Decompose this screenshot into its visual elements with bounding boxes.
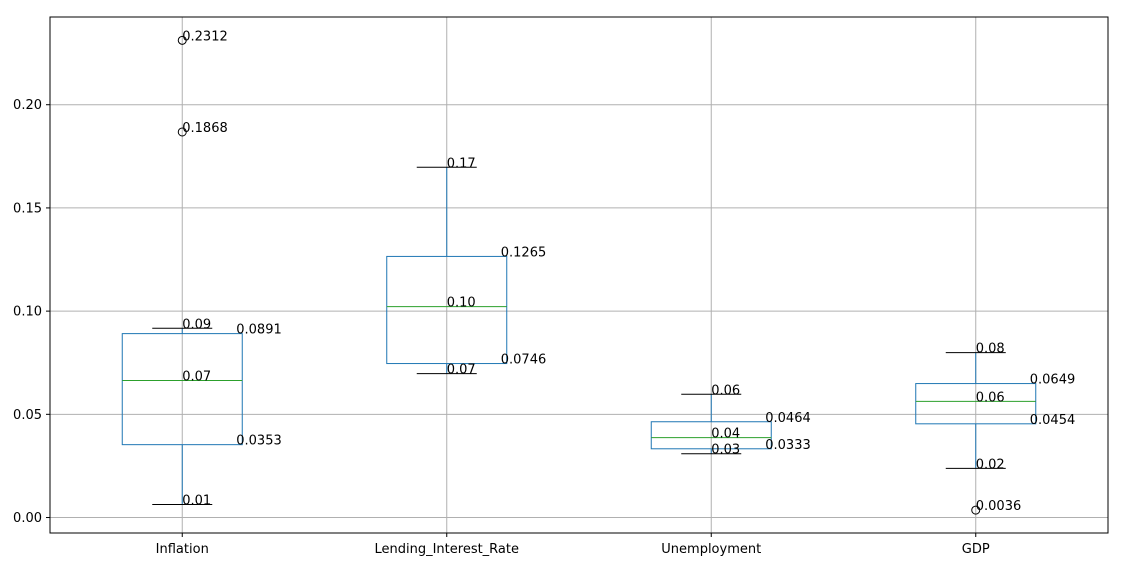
x-tick-label: Lending_Interest_Rate <box>374 542 519 557</box>
value-annotation: 0.17 <box>447 156 476 171</box>
value-annotation: 0.0353 <box>236 434 282 449</box>
value-annotation: 0.1868 <box>182 121 228 136</box>
value-annotation: 0.2312 <box>182 29 228 44</box>
y-tick-label: 0.05 <box>13 408 42 423</box>
y-tick-label: 0.15 <box>13 201 42 216</box>
value-annotation: 0.08 <box>976 342 1005 357</box>
value-annotation: 0.0649 <box>1030 373 1076 388</box>
box-group-lending-interest-rate <box>386 166 508 375</box>
value-annotation: 0.0746 <box>501 353 547 368</box>
plot-frame <box>49 16 1109 534</box>
value-annotation: 0.06 <box>711 383 740 398</box>
box-group-unemployment <box>650 393 772 455</box>
value-annotation: 0.0036 <box>976 499 1022 514</box>
value-annotation: 0.07 <box>447 363 476 378</box>
x-tick-label: GDP <box>962 542 990 557</box>
value-annotation: 0.0464 <box>765 411 811 426</box>
value-annotation: 0.0891 <box>236 323 282 338</box>
box-group-inflation <box>121 35 243 506</box>
value-annotation: 0.01 <box>182 494 211 509</box>
box <box>386 255 508 365</box>
axes-layer: 0.00 0.05 0.10 0.15 0.20 Inflation Lending_Int… <box>13 16 1109 557</box>
box <box>121 333 243 446</box>
box <box>915 383 1037 425</box>
value-annotation: 0.04 <box>711 427 740 442</box>
annotations-layer: 0.2312 0.1868 0.09 0.0891 0.07 0.0353 0.01 0.17… <box>182 29 1075 514</box>
grid-layer <box>50 17 1108 533</box>
value-annotation: 0.06 <box>976 390 1005 405</box>
y-tick-label: 0.20 <box>13 98 42 113</box>
boxes-layer <box>121 35 1037 515</box>
value-annotation: 0.07 <box>182 369 211 384</box>
value-annotation: 0.02 <box>976 457 1005 472</box>
value-annotation: 0.0454 <box>1030 413 1076 428</box>
value-annotation: 0.0333 <box>765 438 811 453</box>
y-tick-label: 0.10 <box>13 305 42 320</box>
value-annotation: 0.09 <box>182 317 211 332</box>
outlier-point <box>971 505 981 515</box>
value-annotation: 0.03 <box>711 443 740 458</box>
x-tick-label: Unemployment <box>661 542 761 557</box>
outlier-point <box>177 127 187 137</box>
x-tick-label: Inflation <box>156 542 209 557</box>
value-annotation: 0.1265 <box>501 245 547 260</box>
box-group-gdp <box>915 352 1037 515</box>
box <box>650 421 772 450</box>
outlier-point <box>177 35 187 45</box>
y-tick-label: 0.00 <box>13 511 42 526</box>
value-annotation: 0.10 <box>447 296 476 311</box>
